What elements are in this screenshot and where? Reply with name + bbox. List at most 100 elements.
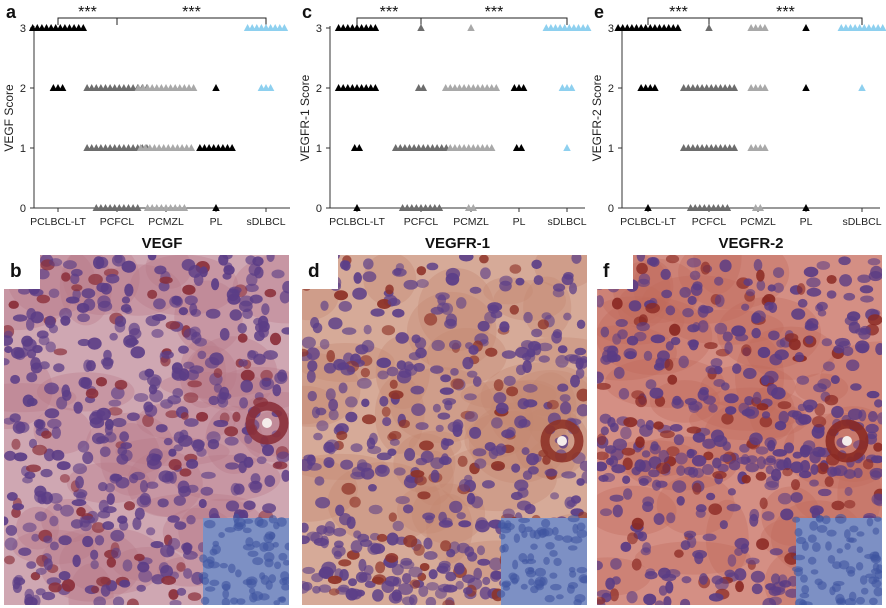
cell-nucleus [868, 411, 878, 422]
cell-nucleus [537, 342, 553, 352]
cell-nucleus [873, 442, 882, 452]
cell-nucleus [579, 460, 587, 472]
cell-nucleus [458, 478, 471, 492]
inset-nucleus [848, 591, 857, 602]
cell-nucleus [597, 596, 606, 605]
cell-nucleus [314, 476, 325, 486]
cell-nucleus [126, 412, 140, 421]
cell-nucleus [5, 524, 18, 536]
cell-nucleus [119, 579, 131, 588]
cell-nucleus [198, 498, 207, 509]
inset-nucleus [855, 561, 864, 571]
cell-nucleus [163, 437, 173, 446]
inset-nucleus [811, 542, 821, 553]
cell-nucleus [82, 451, 94, 465]
cell-nucleus [111, 547, 122, 559]
cell-nucleus [645, 419, 655, 431]
cell-nucleus [386, 532, 399, 546]
cell-nucleus [26, 372, 38, 383]
cell-nucleus [756, 403, 769, 411]
cell-nucleus [94, 535, 105, 546]
cell-nucleus [368, 484, 377, 492]
cell-nucleus [464, 411, 479, 422]
cell-nucleus [639, 460, 652, 473]
cell-nucleus [110, 386, 125, 400]
cell-nucleus [635, 436, 645, 449]
cell-nucleus [756, 456, 766, 470]
cell-nucleus [402, 504, 414, 514]
cell-nucleus [376, 533, 388, 542]
cell-nucleus [411, 403, 426, 416]
cell-nucleus [865, 423, 879, 434]
cell-nucleus [638, 273, 651, 285]
cell-nucleus [626, 590, 638, 604]
cell-nucleus [432, 403, 441, 413]
significance-bracket [116, 17, 267, 25]
cell-nucleus [43, 535, 53, 544]
cell-nucleus [65, 296, 80, 304]
cell-nucleus [91, 409, 106, 418]
cell-nucleus [401, 596, 415, 605]
cell-nucleus [120, 303, 132, 313]
cell-nucleus [186, 484, 199, 493]
cell-nucleus [464, 393, 477, 401]
cell-nucleus [239, 397, 249, 409]
cell-nucleus [466, 551, 478, 562]
cell-nucleus [439, 387, 454, 395]
cell-nucleus [809, 479, 819, 487]
cell-nucleus [86, 360, 96, 372]
inset-nucleus [258, 593, 270, 601]
cell-nucleus [151, 574, 165, 585]
cell-nucleus [48, 288, 60, 299]
cell-nucleus [844, 486, 853, 496]
data-point [228, 144, 236, 151]
inset-nucleus [520, 583, 528, 590]
cell-nucleus [219, 328, 230, 341]
cell-nucleus [114, 315, 127, 328]
cell-nucleus [112, 417, 127, 428]
cell-nucleus [315, 407, 327, 416]
cell-nucleus [393, 267, 402, 276]
cell-nucleus [859, 285, 874, 294]
cell-nucleus [272, 384, 282, 397]
cell-nucleus [229, 309, 242, 321]
cell-nucleus [61, 389, 72, 401]
cell-nucleus [302, 336, 316, 349]
cell-nucleus [597, 382, 611, 390]
inset-nucleus [284, 542, 289, 551]
cell-nucleus [695, 509, 706, 518]
cell-nucleus [70, 519, 83, 529]
cell-nucleus [258, 321, 270, 333]
cell-nucleus [620, 541, 632, 553]
cell-nucleus [735, 580, 744, 593]
cell-nucleus [363, 258, 374, 270]
inset-nucleus [825, 541, 832, 551]
cell-nucleus [22, 394, 35, 407]
cell-nucleus [169, 599, 182, 605]
cell-nucleus [174, 521, 187, 530]
data-point [761, 144, 769, 151]
inset-nucleus [500, 526, 512, 534]
cell-nucleus [264, 288, 277, 298]
cell-nucleus [58, 571, 71, 581]
inset-nucleus [268, 515, 278, 524]
cell-nucleus [388, 390, 404, 400]
cell-nucleus [130, 346, 146, 359]
data-point [802, 204, 810, 211]
cell-nucleus [328, 317, 343, 330]
cell-nucleus [680, 598, 691, 605]
cell-nucleus [8, 300, 19, 309]
cell-nucleus [180, 412, 189, 420]
cell-nucleus [672, 395, 682, 406]
cell-nucleus [732, 363, 742, 374]
cell-nucleus [183, 568, 193, 579]
cell-nucleus [154, 265, 167, 275]
cell-nucleus [32, 444, 48, 456]
cell-nucleus [827, 466, 838, 477]
cell-nucleus [524, 503, 536, 515]
inset-nucleus [518, 517, 531, 524]
cell-nucleus [667, 374, 678, 385]
cell-nucleus [452, 424, 463, 437]
cell-nucleus [341, 327, 357, 335]
cell-nucleus [349, 496, 361, 508]
